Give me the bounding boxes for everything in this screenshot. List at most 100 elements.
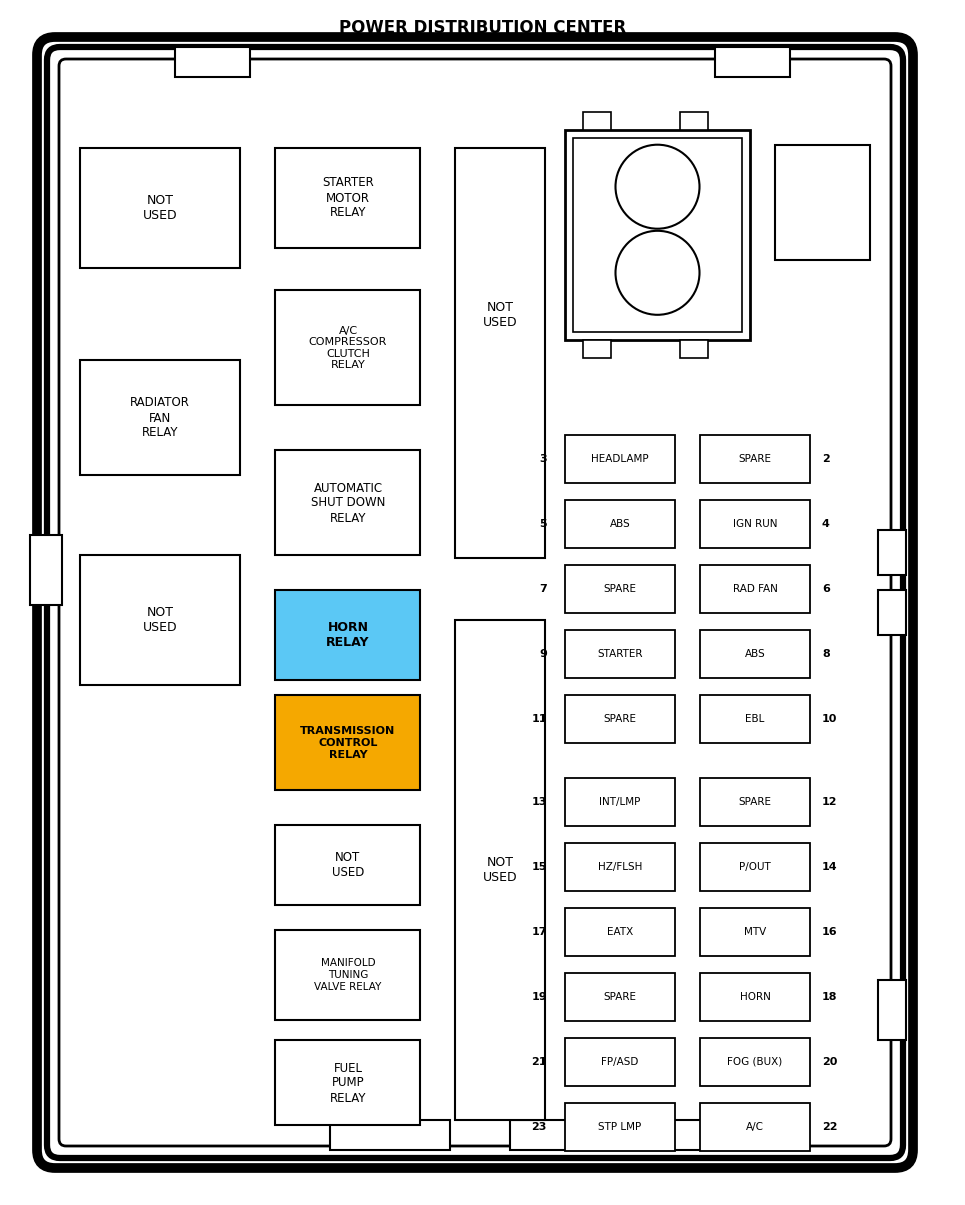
Bar [565, 778, 675, 825]
Bar [565, 565, 675, 613]
Bar [715, 47, 790, 77]
Bar [30, 535, 62, 605]
Text: EATX: EATX [607, 927, 633, 937]
Text: 15: 15 [532, 862, 547, 872]
Bar [275, 148, 420, 248]
Text: HORN: HORN [739, 992, 770, 1003]
Bar [565, 972, 675, 1021]
Text: 18: 18 [822, 992, 838, 1003]
Bar [700, 909, 810, 956]
Text: SPARE: SPARE [603, 992, 637, 1003]
Bar [275, 695, 420, 790]
Text: 13: 13 [532, 797, 547, 807]
Text: SPARE: SPARE [738, 797, 771, 807]
Bar [700, 778, 810, 825]
Text: FP/ASD: FP/ASD [601, 1057, 639, 1066]
Bar [700, 844, 810, 890]
Bar [80, 556, 240, 684]
Text: 22: 22 [822, 1122, 838, 1131]
Bar [565, 844, 675, 890]
Bar [80, 148, 240, 268]
Text: 21: 21 [532, 1057, 547, 1066]
Bar [775, 145, 870, 260]
Text: EBL: EBL [745, 715, 764, 724]
Bar [275, 825, 420, 905]
Bar [878, 530, 906, 575]
Text: RADIATOR
FAN
RELAY: RADIATOR FAN RELAY [130, 396, 190, 440]
Text: STARTER
MOTOR
RELAY: STARTER MOTOR RELAY [322, 176, 373, 219]
Bar [583, 112, 611, 130]
Text: POWER DISTRIBUTION CENTER: POWER DISTRIBUTION CENTER [339, 19, 626, 37]
Bar [565, 435, 675, 483]
Bar [565, 500, 675, 548]
Circle shape [616, 145, 700, 229]
Bar [565, 1103, 675, 1151]
Text: P/OUT: P/OUT [739, 862, 771, 872]
Text: 20: 20 [822, 1057, 838, 1066]
Bar [700, 972, 810, 1021]
Text: 4: 4 [822, 519, 830, 529]
Text: ABS: ABS [610, 519, 630, 529]
Bar [565, 1038, 675, 1086]
Text: HORN
RELAY: HORN RELAY [326, 621, 370, 649]
Text: 16: 16 [822, 927, 838, 937]
Bar [275, 449, 420, 556]
Bar [640, 1119, 720, 1150]
Text: 6: 6 [822, 584, 830, 594]
Text: 9: 9 [539, 649, 547, 659]
Bar [510, 1119, 590, 1150]
Bar [878, 590, 906, 635]
Circle shape [616, 231, 700, 315]
Text: A/C
COMPRESSOR
CLUTCH
RELAY: A/C COMPRESSOR CLUTCH RELAY [309, 325, 387, 370]
Text: 2: 2 [822, 454, 830, 464]
Bar [700, 565, 810, 613]
Bar [680, 340, 708, 358]
FancyBboxPatch shape [64, 64, 886, 1141]
Bar [80, 360, 240, 475]
Bar [275, 590, 420, 680]
Bar [878, 980, 906, 1040]
Bar [455, 621, 545, 1119]
Text: MANIFOLD
TUNING
VALVE RELAY: MANIFOLD TUNING VALVE RELAY [315, 958, 382, 992]
Text: SPARE: SPARE [603, 715, 637, 724]
Text: FUEL
PUMP
RELAY: FUEL PUMP RELAY [330, 1062, 367, 1105]
Text: NOT
USED: NOT USED [143, 194, 178, 222]
Bar [700, 695, 810, 743]
Text: 17: 17 [532, 927, 547, 937]
Text: SPARE: SPARE [603, 584, 637, 594]
Bar [573, 139, 742, 333]
Bar [700, 1038, 810, 1086]
Text: 12: 12 [822, 797, 838, 807]
Bar [565, 695, 675, 743]
Text: NOT
USED: NOT USED [143, 606, 178, 634]
Text: INT/LMP: INT/LMP [599, 797, 641, 807]
Text: 19: 19 [532, 992, 547, 1003]
Bar [275, 930, 420, 1019]
Text: A/C: A/C [746, 1122, 764, 1131]
Text: STP LMP: STP LMP [598, 1122, 642, 1131]
Text: STARTER: STARTER [597, 649, 643, 659]
Text: 14: 14 [822, 862, 838, 872]
Bar [455, 148, 545, 558]
Bar [175, 47, 250, 77]
Bar [330, 1119, 450, 1150]
Bar [700, 500, 810, 548]
Text: 23: 23 [532, 1122, 547, 1131]
Bar [275, 1040, 420, 1125]
Bar [700, 435, 810, 483]
Bar [700, 1103, 810, 1151]
Text: SPARE: SPARE [738, 454, 771, 464]
Text: TRANSMISSION
CONTROL
RELAY: TRANSMISSION CONTROL RELAY [300, 727, 396, 759]
Text: 5: 5 [539, 519, 547, 529]
Text: 10: 10 [822, 715, 838, 724]
Text: 3: 3 [539, 454, 547, 464]
Bar [565, 130, 750, 340]
Text: HEADLAMP: HEADLAMP [592, 454, 648, 464]
Text: 11: 11 [532, 715, 547, 724]
Bar [700, 630, 810, 678]
Bar [583, 340, 611, 358]
Text: MTV: MTV [744, 927, 766, 937]
Bar [275, 290, 420, 405]
Text: AUTOMATIC
SHUT DOWN
RELAY: AUTOMATIC SHUT DOWN RELAY [311, 482, 385, 524]
Bar [680, 112, 708, 130]
